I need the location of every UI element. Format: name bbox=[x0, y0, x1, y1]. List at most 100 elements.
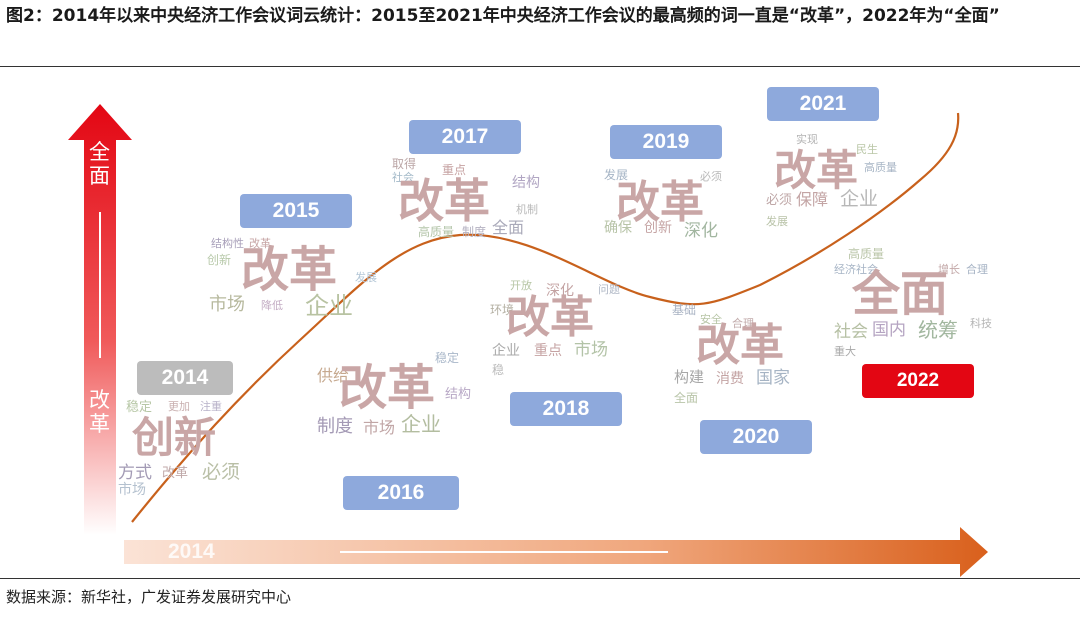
cloud-word: 制度 bbox=[462, 225, 487, 239]
cloud-word: 高质量 bbox=[864, 161, 897, 174]
word-cloud-2022: 高质量 经济社会 增长 合理 全面 科技 社会 国内 统筹 重大 bbox=[830, 248, 1000, 358]
word-cloud-2020: 基础 安全 合理 改革 构建 消费 国家 全面 bbox=[670, 302, 830, 412]
cloud-word: 发展 bbox=[604, 168, 629, 182]
cloud-word: 统筹 bbox=[918, 318, 958, 342]
title-rule bbox=[0, 66, 1080, 67]
cloud-word: 企业 bbox=[840, 188, 879, 210]
cloud-word: 增长 bbox=[938, 263, 960, 276]
word-cloud-2021: 实现 民生 高质量 改革 必须 保障 企业 发展 bbox=[760, 130, 897, 242]
cloud-word: 市场 bbox=[574, 340, 608, 360]
year-badge-2016: 2016 bbox=[343, 476, 459, 510]
horizontal-arrow-label: 2014 bbox=[168, 540, 215, 563]
vertical-arrow-bottom-label: 改革 bbox=[89, 388, 110, 436]
word-cloud-2015: 结构性 改革 创新 改革 市场 降低 企业 发展 bbox=[205, 232, 380, 332]
cloud-word: 结构 bbox=[512, 175, 540, 191]
cloud-word: 企业 bbox=[305, 292, 353, 320]
cloud-word: 构建 bbox=[674, 368, 705, 386]
cloud-word: 市场 bbox=[363, 418, 396, 437]
cloud-word: 稳 bbox=[492, 363, 505, 377]
cloud-big-word: 改革 bbox=[241, 242, 338, 298]
cloud-word: 全面 bbox=[492, 218, 525, 237]
cloud-word: 深化 bbox=[684, 221, 718, 241]
cloud-word: 必须 bbox=[766, 193, 793, 208]
word-cloud-2014: 稳定 更加 注重 创新 方式 改革 必须 市场 bbox=[118, 395, 268, 525]
cloud-word: 实现 bbox=[796, 133, 818, 146]
year-badge-2018: 2018 bbox=[510, 392, 622, 426]
cloud-word: 企业 bbox=[492, 343, 520, 359]
year-badge-2017: 2017 bbox=[409, 120, 521, 154]
cloud-word: 取得 bbox=[392, 157, 417, 171]
cloud-word: 民生 bbox=[856, 143, 878, 156]
cloud-word: 市场 bbox=[209, 294, 245, 315]
cloud-word: 必须 bbox=[700, 170, 722, 183]
cloud-word: 全面 bbox=[674, 391, 699, 405]
cloud-word: 创新 bbox=[207, 253, 232, 267]
cloud-word: 机制 bbox=[516, 203, 538, 216]
cloud-word: 重大 bbox=[834, 345, 856, 358]
cloud-word: 高质量 bbox=[848, 247, 885, 261]
trend-curve bbox=[131, 112, 960, 523]
cloud-word: 必须 bbox=[202, 461, 241, 483]
cloud-word: 注重 bbox=[200, 400, 222, 413]
cloud-word: 社会 bbox=[834, 322, 868, 342]
cloud-word: 国家 bbox=[756, 368, 790, 388]
cloud-word: 稳定 bbox=[126, 400, 153, 415]
cloud-big-word: 全面 bbox=[852, 266, 949, 322]
cloud-word: 基础 bbox=[672, 303, 697, 317]
year-badge-2020: 2020 bbox=[700, 420, 812, 454]
cloud-word: 消费 bbox=[716, 371, 744, 387]
cloud-word: 深化 bbox=[546, 283, 574, 299]
cloud-word: 国内 bbox=[872, 320, 906, 340]
figure-source: 数据来源：新华社，广发证券发展研究中心 bbox=[6, 588, 292, 606]
year-badge-2019: 2019 bbox=[610, 125, 722, 159]
year-badge-2021: 2021 bbox=[767, 87, 879, 121]
word-cloud-2016: 供给 稳定 改革 结构 制度 市场 企业 bbox=[315, 348, 475, 473]
cloud-word: 稳定 bbox=[435, 351, 460, 365]
year-badge-2015: 2015 bbox=[240, 194, 352, 228]
source-rule bbox=[0, 578, 1080, 579]
cloud-big-word: 创新 bbox=[132, 413, 217, 462]
cloud-word: 社会 bbox=[392, 171, 414, 184]
cloud-word: 降低 bbox=[261, 299, 283, 312]
cloud-word: 环境 bbox=[490, 303, 515, 317]
cloud-word: 结构 bbox=[445, 387, 472, 402]
cloud-word: 开放 bbox=[510, 279, 532, 292]
cloud-big-word: 改革 bbox=[506, 292, 594, 343]
cloud-word: 市场 bbox=[118, 482, 146, 498]
cloud-word: 更加 bbox=[168, 400, 190, 413]
cloud-word: 安全 bbox=[700, 313, 722, 326]
cloud-word: 企业 bbox=[401, 412, 441, 436]
vertical-arrow-top-label: 全面 bbox=[89, 140, 110, 188]
cloud-word: 确保 bbox=[604, 220, 632, 236]
cloud-word: 保障 bbox=[796, 190, 829, 209]
cloud-big-word: 改革 bbox=[339, 360, 436, 416]
cloud-big-word: 改革 bbox=[398, 174, 490, 228]
cloud-word: 方式 bbox=[118, 463, 152, 483]
cloud-word: 合理 bbox=[966, 263, 988, 276]
cloud-word: 结构性 bbox=[211, 237, 244, 250]
cloud-word: 经济社会 bbox=[834, 263, 878, 276]
cloud-word: 高质量 bbox=[418, 225, 455, 239]
cloud-word: 改革 bbox=[249, 237, 271, 250]
cloud-word: 重点 bbox=[442, 163, 467, 177]
cloud-word: 问题 bbox=[598, 283, 620, 296]
cloud-word: 制度 bbox=[317, 416, 353, 437]
year-badge-2014: 2014 bbox=[137, 361, 233, 395]
cloud-big-word: 改革 bbox=[696, 320, 784, 371]
year-badge-2022: 2022 bbox=[862, 364, 974, 398]
cloud-word: 发展 bbox=[766, 215, 788, 228]
cloud-big-word: 改革 bbox=[774, 146, 859, 195]
cloud-big-word: 改革 bbox=[616, 177, 704, 228]
word-cloud-2019: 必须 发展 改革 确保 创新 深化 bbox=[600, 165, 745, 250]
cloud-word: 发展 bbox=[355, 271, 377, 284]
cloud-word: 合理 bbox=[732, 317, 754, 330]
figure-title: 图2：2014年以来中央经济工作会议词云统计：2015至2021年中央经济工作会… bbox=[6, 6, 1000, 26]
word-cloud-2018: 开放 深化 问题 环境 改革 企业 重点 市场 稳 bbox=[488, 270, 638, 382]
word-cloud-2017: 取得 重点 社会 改革 结构 机制 高质量 制度 全面 bbox=[392, 150, 542, 268]
cloud-word: 改革 bbox=[162, 466, 189, 481]
cloud-word: 供给 bbox=[317, 366, 350, 385]
cloud-word: 科技 bbox=[970, 317, 992, 330]
cloud-word: 创新 bbox=[644, 220, 672, 236]
cloud-word: 重点 bbox=[534, 343, 562, 359]
